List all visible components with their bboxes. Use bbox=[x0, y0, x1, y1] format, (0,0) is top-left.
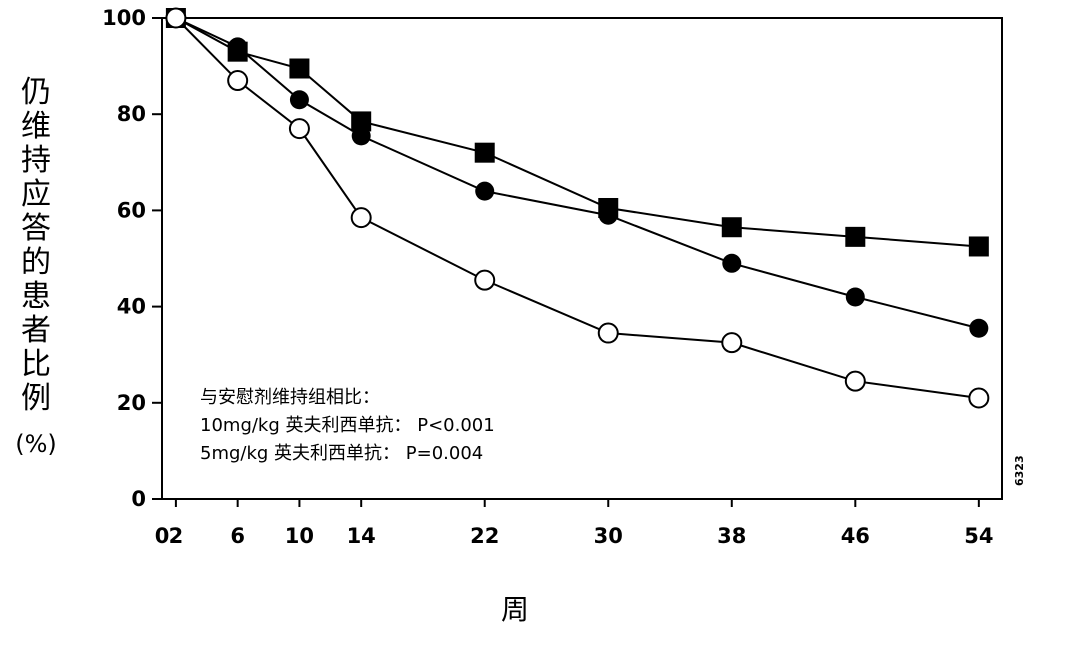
y-axis-title-char: 维 bbox=[21, 109, 51, 144]
y-axis-title-char: 仍 bbox=[21, 75, 51, 110]
x-tick-label: 38 bbox=[717, 524, 746, 548]
y-axis-title: 仍维持应答的患者比例 (%) bbox=[14, 76, 58, 459]
x-tick-label: 30 bbox=[594, 524, 623, 548]
x-tick-label: 0 bbox=[155, 524, 170, 548]
data-point-square bbox=[845, 226, 866, 247]
y-axis-title-char: 比 bbox=[21, 347, 51, 382]
annotation-heading: 与安慰剂维持组相比： bbox=[200, 387, 380, 408]
y-axis-title-char: 应 bbox=[21, 177, 51, 212]
y-tick-label: 80 bbox=[117, 102, 146, 126]
x-tick-label: 54 bbox=[964, 524, 993, 548]
data-point-square bbox=[968, 236, 989, 257]
x-axis-title: 周 bbox=[500, 593, 529, 626]
annotation-line-10mg: 10mg/kg 英夫利西单抗： P<0.001 bbox=[200, 415, 495, 436]
annotation-line-5mg: 5mg/kg 英夫利西单抗： P=0.004 bbox=[200, 443, 484, 464]
y-axis-title-char: 的 bbox=[21, 245, 51, 280]
data-point-open-circle bbox=[227, 70, 249, 92]
y-tick-label: 60 bbox=[117, 198, 146, 222]
data-point-open-circle bbox=[474, 269, 496, 291]
data-point-filled-circle bbox=[722, 253, 742, 273]
y-axis-title-char: 例 bbox=[21, 381, 51, 416]
data-point-open-circle bbox=[968, 387, 990, 409]
y-tick-label: 0 bbox=[131, 487, 146, 511]
y-axis-title-text: 仍维持应答的患者比例 bbox=[14, 76, 58, 416]
plot-frame bbox=[161, 17, 1003, 500]
data-point-filled-circle bbox=[969, 318, 989, 338]
data-point-open-circle bbox=[165, 7, 187, 29]
data-point-filled-circle bbox=[228, 37, 248, 57]
data-point-filled-circle bbox=[289, 90, 309, 110]
y-tick-label: 40 bbox=[117, 295, 146, 319]
y-tick-label: 20 bbox=[117, 391, 146, 415]
y-tick-label: 100 bbox=[102, 6, 146, 30]
significance-annotation: 与安慰剂维持组相比： 10mg/kg 英夫利西单抗： P<0.001 5mg/k… bbox=[200, 384, 495, 468]
data-point-square bbox=[474, 142, 495, 163]
y-axis-title-char: 持 bbox=[21, 143, 51, 178]
x-tick-label: 6 bbox=[230, 524, 245, 548]
y-axis-title-char: 者 bbox=[21, 313, 51, 348]
data-point-open-circle bbox=[288, 118, 310, 140]
x-tick-label: 2 bbox=[169, 524, 184, 548]
data-point-open-circle bbox=[597, 322, 619, 344]
figure-code: 6323 bbox=[1013, 455, 1026, 486]
data-point-square bbox=[351, 111, 372, 132]
x-tick-label: 46 bbox=[841, 524, 870, 548]
data-point-filled-circle bbox=[351, 126, 371, 146]
data-point-square bbox=[289, 58, 310, 79]
y-axis-title-unit: (%) bbox=[15, 430, 57, 458]
x-tick-label: 22 bbox=[470, 524, 499, 548]
data-point-filled-circle bbox=[475, 181, 495, 201]
data-point-open-circle bbox=[721, 332, 743, 354]
data-point-filled-circle bbox=[845, 287, 865, 307]
data-point-open-circle bbox=[350, 207, 372, 229]
x-tick-label: 10 bbox=[285, 524, 314, 548]
data-point-square bbox=[721, 217, 742, 238]
y-axis-title-char: 答 bbox=[21, 211, 51, 246]
data-point-open-circle bbox=[844, 370, 866, 392]
x-tick-label: 14 bbox=[347, 524, 376, 548]
y-axis-title-char: 患 bbox=[21, 279, 51, 314]
data-point-filled-circle bbox=[598, 205, 618, 225]
